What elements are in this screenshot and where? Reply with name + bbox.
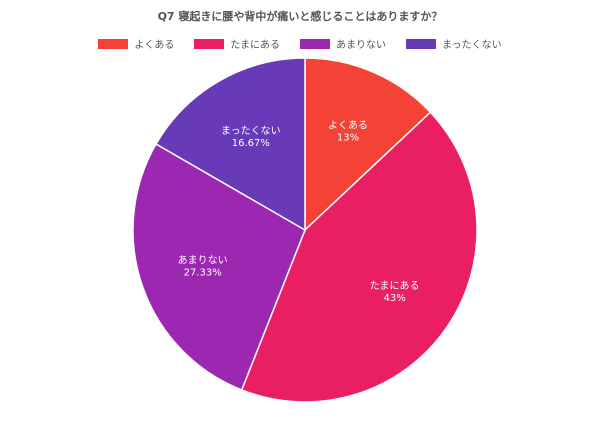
slice-value-label-2: 27.33%: [184, 268, 222, 279]
slice-value-label-0: 13%: [337, 133, 359, 144]
legend: よくある たまにある あまりない まったくない: [0, 36, 600, 51]
pie-slice-3[interactable]: [155, 57, 306, 232]
slice-category-label-3: まったくない: [221, 125, 281, 137]
legend-label-2: あまりない: [336, 40, 387, 51]
legend-swatch-1: [194, 38, 225, 49]
legend-label-0: よくある: [134, 40, 175, 51]
slice-category-label-0: よくある: [328, 120, 368, 132]
legend-swatch-0: [98, 38, 129, 49]
pie-slice-1[interactable]: [240, 111, 478, 403]
legend-item-3[interactable]: まったくない: [406, 36, 502, 51]
slice-value-label-3: 16.67%: [232, 138, 270, 149]
legend-label-3: まったくない: [442, 40, 502, 51]
legend-item-1[interactable]: たまにある: [194, 36, 280, 51]
chart-title: Q7 寝起きに腰や背中が痛いと感じることはありますか？: [157, 10, 443, 23]
slice-category-label-1: たまにある: [370, 280, 420, 292]
legend-label-1: たまにある: [230, 40, 281, 51]
legend-item-2[interactable]: あまりない: [300, 36, 386, 51]
legend-swatch-3: [406, 38, 437, 49]
slice-category-label-2: あまりない: [178, 255, 228, 267]
legend-swatch-2: [300, 38, 331, 49]
pie-slice-0[interactable]: [304, 57, 432, 232]
legend-item-0[interactable]: よくある: [98, 36, 174, 51]
slice-value-label-1: 43%: [384, 293, 406, 304]
